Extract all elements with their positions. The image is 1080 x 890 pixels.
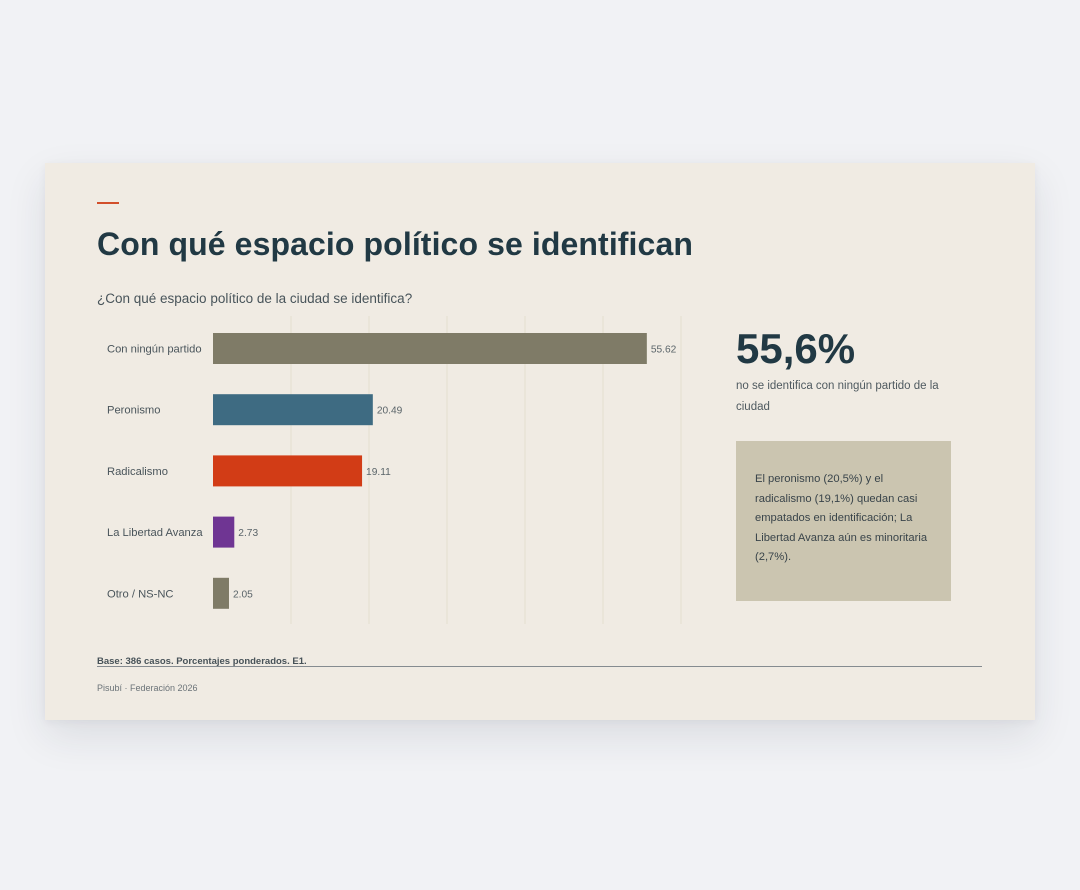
category-label: La Libertad Avanza: [107, 527, 203, 539]
bar-value-label: 2.05: [233, 589, 253, 600]
bar: [213, 394, 373, 426]
category-label: Radicalismo: [107, 466, 168, 478]
chart-card: Con qué espacio político se identifican …: [45, 163, 1035, 720]
insight-box: El peronismo (20,5%) y el radicalismo (1…: [736, 441, 951, 601]
insight-text: El peronismo (20,5%) y el radicalismo (1…: [755, 473, 928, 563]
page-title: Con qué espacio político se identifican: [97, 226, 693, 262]
bar: [213, 516, 235, 548]
category-label: Peronismo: [107, 405, 160, 417]
category-label: Con ningún partido: [107, 344, 202, 356]
highlight-stat: 55,6%: [736, 325, 856, 372]
footer-divider: [97, 666, 982, 667]
bar-value-label: 19.11: [366, 467, 391, 478]
bar-chart: Con ningún partido 55.62 Peronismo 20.49 Rad…: [107, 316, 682, 624]
bar: [213, 333, 647, 364]
bar: [213, 455, 363, 487]
highlight-description: no se identifica con ningún partido de l…: [736, 380, 939, 413]
category-label: Otro / NS-NC: [107, 588, 174, 600]
base-note: Base: 386 casos. Porcentajes ponderados.…: [97, 656, 307, 667]
bar-value-label: 20.49: [377, 406, 403, 417]
chart-grid: [290, 316, 682, 624]
chart-bars: Con ningún partido 55.62 Peronismo 20.49 Rad…: [107, 333, 677, 609]
bar: [213, 577, 229, 609]
bar-value-label: 55.62: [651, 345, 677, 356]
accent-rule: [97, 202, 119, 204]
chart-question: ¿Con qué espacio político de la ciudad s…: [97, 291, 413, 306]
bar-value-label: 2.73: [238, 528, 258, 539]
footer-credit: Pisubí · Federación 2026: [97, 683, 198, 693]
